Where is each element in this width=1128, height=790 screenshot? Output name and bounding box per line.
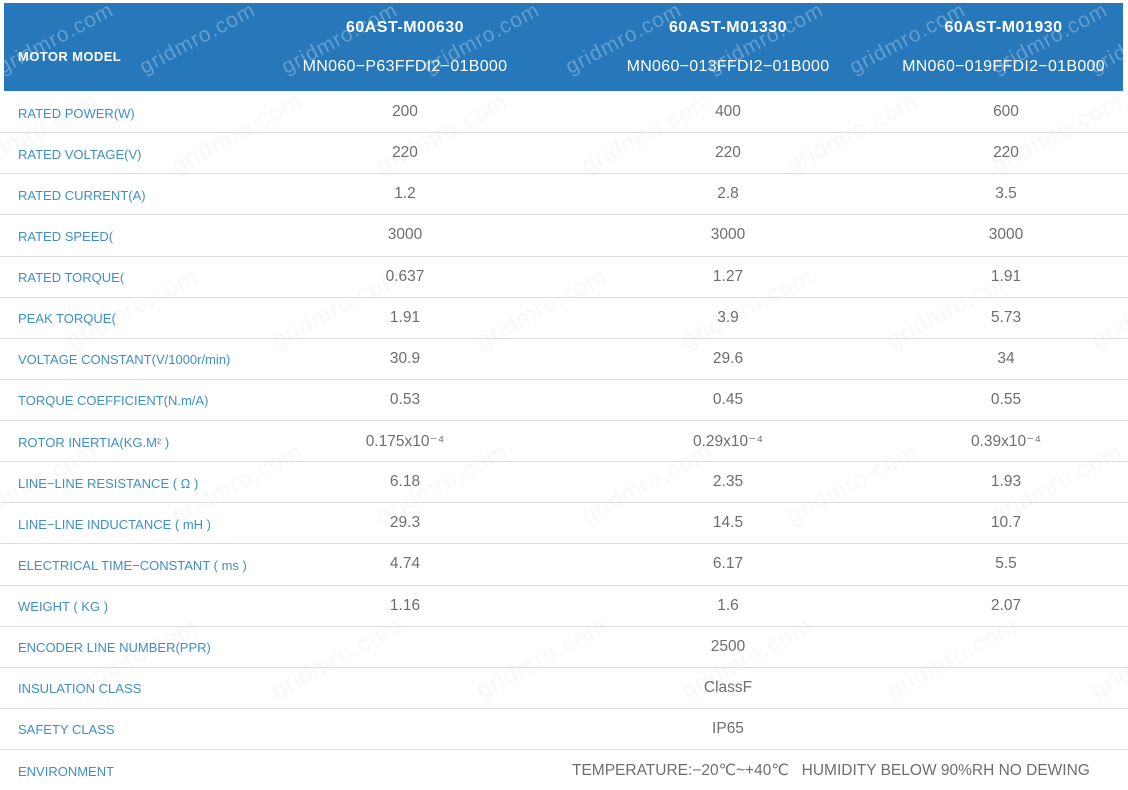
cell-value: 1.2 xyxy=(394,185,416,203)
row-label: RATED CURRENT(A) xyxy=(18,187,146,203)
cell-value: 1.16 xyxy=(389,596,421,614)
spec-row-rated-torque: RATED TORQUE( 0.637 1.27 1.91 xyxy=(0,257,1128,298)
row-label: SAFETY CLASS xyxy=(18,722,115,738)
cell-value: 2.35 xyxy=(712,473,744,491)
cell-value: 3.5 xyxy=(995,185,1017,203)
cell-value: 29.6 xyxy=(712,349,744,367)
cell-value: 0.39x10⁻⁴ xyxy=(971,432,1041,450)
row-label: ELECTRICAL TIME−CONSTANT ( ms ) xyxy=(18,557,247,573)
cell-value: 4.74 xyxy=(389,555,421,573)
spec-row-line-line-resistance: LINE−LINE RESISTANCE ( Ω ) 6.18 2.35 1.9… xyxy=(0,462,1128,504)
cell-value: 34 xyxy=(997,349,1015,367)
spec-rows: RATED POWER(W) 200 400 600 RATED VOLTAGE… xyxy=(0,92,1128,790)
cell-value: 30.9 xyxy=(389,349,421,367)
row-label: WEIGHT ( KG ) xyxy=(18,599,109,615)
cell-value: 220 xyxy=(993,144,1019,162)
spec-row-weight: WEIGHT ( KG ) 1.16 1.6 2.07 xyxy=(0,586,1128,627)
spec-row-rated-current: RATED CURRENT(A) 1.2 2.8 3.5 xyxy=(0,174,1128,216)
cell-value: 400 xyxy=(715,103,741,121)
cell-value: 0.53 xyxy=(389,390,421,408)
row-label: ENVIRONMENT xyxy=(18,763,115,779)
cell-span-value: 2500 xyxy=(710,637,746,655)
row-label: LINE−LINE INDUCTANCE ( mH ) xyxy=(18,516,211,532)
row-label: RATED POWER(W) xyxy=(18,105,135,121)
cell-value: 3000 xyxy=(387,226,423,244)
spec-row-peak-torque: PEAK TORQUE( 1.91 3.9 5.73 xyxy=(0,298,1128,339)
cell-value: 0.55 xyxy=(990,390,1022,408)
cell-value: 1.93 xyxy=(990,473,1022,491)
cell-value: 1.6 xyxy=(717,596,739,614)
cell-value: 1.91 xyxy=(990,267,1022,285)
cell-value: 220 xyxy=(392,144,418,162)
cell-value: 1.27 xyxy=(712,267,744,285)
cell-value: 3000 xyxy=(710,226,746,244)
spec-row-rated-speed: RATED SPEED( 3000 3000 3000 xyxy=(0,215,1128,257)
cell-value: 3.9 xyxy=(717,308,739,326)
row-label: RATED VOLTAGE(V) xyxy=(18,146,142,162)
spec-row-rated-voltage: RATED VOLTAGE(V) 220 220 220 xyxy=(0,133,1128,175)
model-code: MN060−P63FFDI2−01B000 xyxy=(302,57,508,75)
cell-value: 6.18 xyxy=(389,473,421,491)
cell-span-value: TEMPERATURE:−20℃~+40℃ HUMIDITY BELOW 90%… xyxy=(572,761,1090,779)
cell-value: 0.29x10⁻⁴ xyxy=(693,432,763,450)
cell-value: 14.5 xyxy=(712,514,744,532)
model-series: 60AST-M01930 xyxy=(944,18,1063,36)
spec-row-rated-power: RATED POWER(W) 200 400 600 xyxy=(0,92,1128,134)
cell-span-value: ClassF xyxy=(703,678,753,696)
cell-value: 220 xyxy=(715,144,741,162)
spec-row-electrical-time-constant: ELECTRICAL TIME−CONSTANT ( ms ) 4.74 6.1… xyxy=(0,544,1128,586)
spec-row-voltage-constant: VOLTAGE CONSTANT(V/1000r/min) 30.9 29.6 … xyxy=(0,339,1128,380)
cell-value: 0.45 xyxy=(712,390,744,408)
table-header: gridmro.com gridmro.com gridmro.com gridmro… xyxy=(4,3,1123,91)
header-column-model-3: 60AST-M01930 MN060−019FFDI2−01B000 xyxy=(884,3,1123,91)
cell-value: 0.175x10⁻⁴ xyxy=(365,432,445,450)
model-series: 60AST-M01330 xyxy=(668,18,788,36)
cell-value: 0.637 xyxy=(385,267,425,285)
row-label: VOLTAGE CONSTANT(V/1000r/min) xyxy=(18,352,231,368)
spec-row-encoder-line-number: ENCODER LINE NUMBER(PPR) 2500 xyxy=(0,627,1128,668)
cell-value: 600 xyxy=(993,103,1019,121)
row-label: RATED SPEED( xyxy=(18,228,114,244)
cell-value: 3000 xyxy=(988,226,1024,244)
cell-value: 10.7 xyxy=(990,514,1022,532)
cell-value: 2.8 xyxy=(717,185,739,203)
cell-value: 5.5 xyxy=(995,555,1017,573)
spec-row-safety-class: SAFETY CLASS IP65 xyxy=(0,709,1128,750)
cell-value: 29.3 xyxy=(389,514,421,532)
header-column-model-1: 60AST-M00630 MN060−P63FFDI2−01B000 xyxy=(238,3,572,91)
model-series: 60AST-M00630 xyxy=(345,18,465,36)
cell-value: 2.07 xyxy=(990,596,1022,614)
cell-value: 5.73 xyxy=(990,308,1022,326)
cell-value: 1.91 xyxy=(389,308,421,326)
cell-value: 200 xyxy=(392,103,418,121)
row-label: ROTOR INERTIA(KG.M² ) xyxy=(18,434,170,450)
row-label: INSULATION CLASS xyxy=(18,681,142,697)
row-label: LINE−LINE RESISTANCE ( Ω ) xyxy=(18,475,199,491)
header-column-model-2: 60AST-M01330 MN060−013FFDI2−01B000 xyxy=(572,3,884,91)
spec-row-environment: ENVIRONMENT TEMPERATURE:−20℃~+40℃ HUMIDI… xyxy=(0,750,1128,790)
spec-row-rotor-inertia: ROTOR INERTIA(KG.M² ) 0.175x10⁻⁴ 0.29x10… xyxy=(0,421,1128,463)
spec-row-torque-coefficient: TORQUE COEFFICIENT(N.m/A) 0.53 0.45 0.55 xyxy=(0,380,1128,421)
row-label: ENCODER LINE NUMBER(PPR) xyxy=(18,640,211,656)
model-code: MN060−013FFDI2−01B000 xyxy=(626,57,830,75)
row-label: PEAK TORQUE( xyxy=(18,311,116,327)
header-motor-model-label: MOTOR MODEL xyxy=(18,48,122,64)
row-label: TORQUE COEFFICIENT(N.m/A) xyxy=(18,393,209,409)
spec-row-line-line-inductance: LINE−LINE INDUCTANCE ( mH ) 29.3 14.5 10… xyxy=(0,503,1128,545)
model-code: MN060−019FFDI2−01B000 xyxy=(902,57,1105,75)
cell-value: 6.17 xyxy=(712,555,744,573)
cell-span-value: IP65 xyxy=(712,719,744,737)
spec-row-insulation-class: INSULATION CLASS ClassF xyxy=(0,668,1128,709)
row-label: RATED TORQUE( xyxy=(18,270,125,286)
